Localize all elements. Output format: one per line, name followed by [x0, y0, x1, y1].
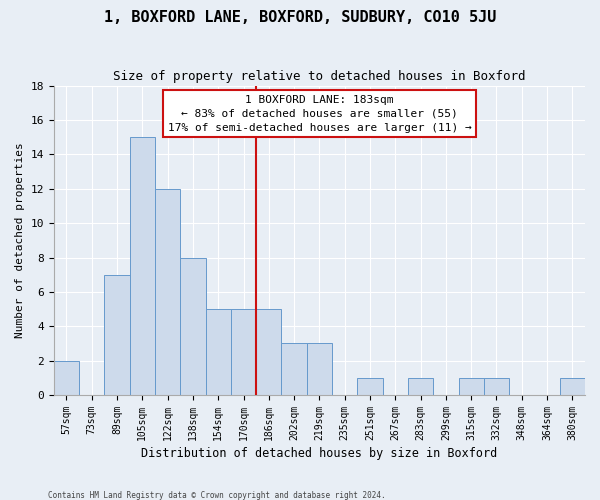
- Bar: [281, 344, 307, 395]
- Bar: [180, 258, 206, 395]
- Bar: [54, 360, 79, 395]
- Bar: [560, 378, 585, 395]
- Bar: [104, 274, 130, 395]
- Text: 1 BOXFORD LANE: 183sqm
← 83% of detached houses are smaller (55)
17% of semi-det: 1 BOXFORD LANE: 183sqm ← 83% of detached…: [167, 95, 471, 133]
- Y-axis label: Number of detached properties: Number of detached properties: [15, 142, 25, 338]
- X-axis label: Distribution of detached houses by size in Boxford: Distribution of detached houses by size …: [141, 447, 497, 460]
- Bar: [408, 378, 433, 395]
- Bar: [307, 344, 332, 395]
- Bar: [458, 378, 484, 395]
- Bar: [231, 309, 256, 395]
- Text: 1, BOXFORD LANE, BOXFORD, SUDBURY, CO10 5JU: 1, BOXFORD LANE, BOXFORD, SUDBURY, CO10 …: [104, 10, 496, 25]
- Bar: [206, 309, 231, 395]
- Bar: [358, 378, 383, 395]
- Bar: [484, 378, 509, 395]
- Title: Size of property relative to detached houses in Boxford: Size of property relative to detached ho…: [113, 70, 526, 83]
- Bar: [256, 309, 281, 395]
- Bar: [130, 137, 155, 395]
- Text: Contains HM Land Registry data © Crown copyright and database right 2024.: Contains HM Land Registry data © Crown c…: [48, 490, 386, 500]
- Bar: [155, 188, 180, 395]
